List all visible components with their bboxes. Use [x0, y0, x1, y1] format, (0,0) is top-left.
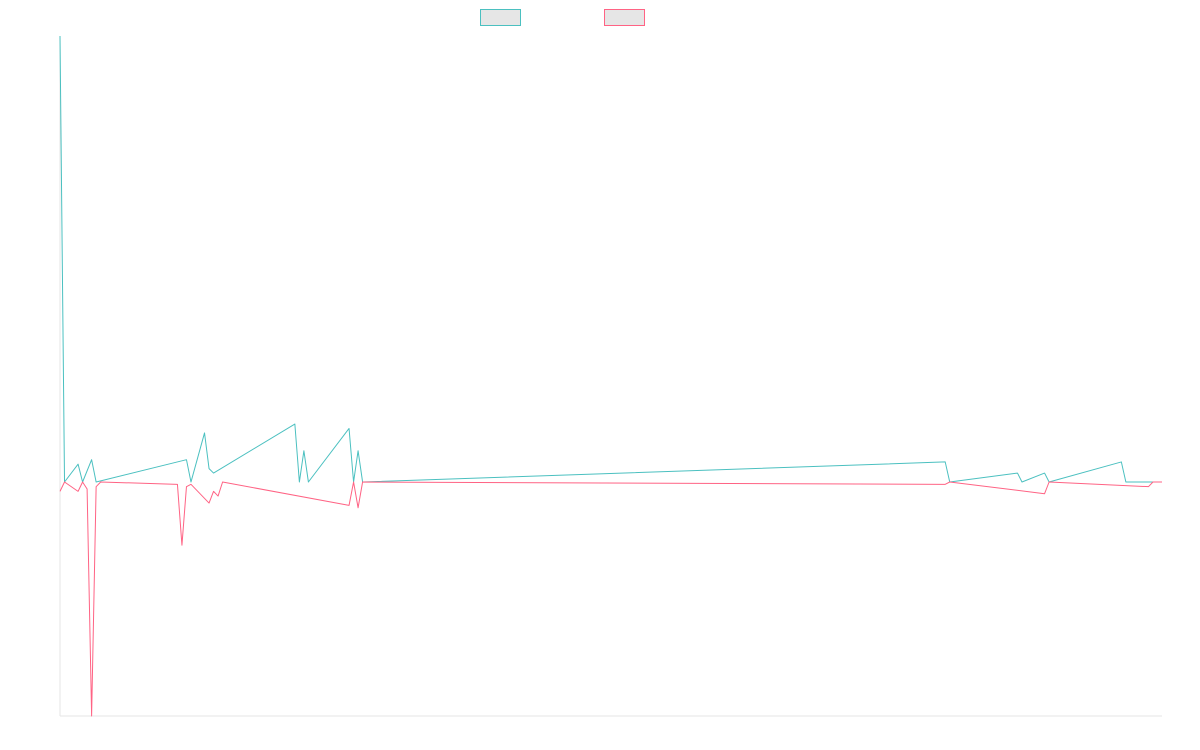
series-2-line [59, 481, 1162, 717]
legend [480, 9, 645, 26]
legend-swatch-2[interactable] [604, 9, 645, 26]
axes [59, 36, 1162, 717]
legend-swatch-1[interactable] [480, 9, 521, 26]
series-layer [59, 35, 1163, 717]
series-2 [59, 481, 1163, 717]
series-1-line [59, 35, 1162, 483]
series-1 [59, 35, 1163, 483]
